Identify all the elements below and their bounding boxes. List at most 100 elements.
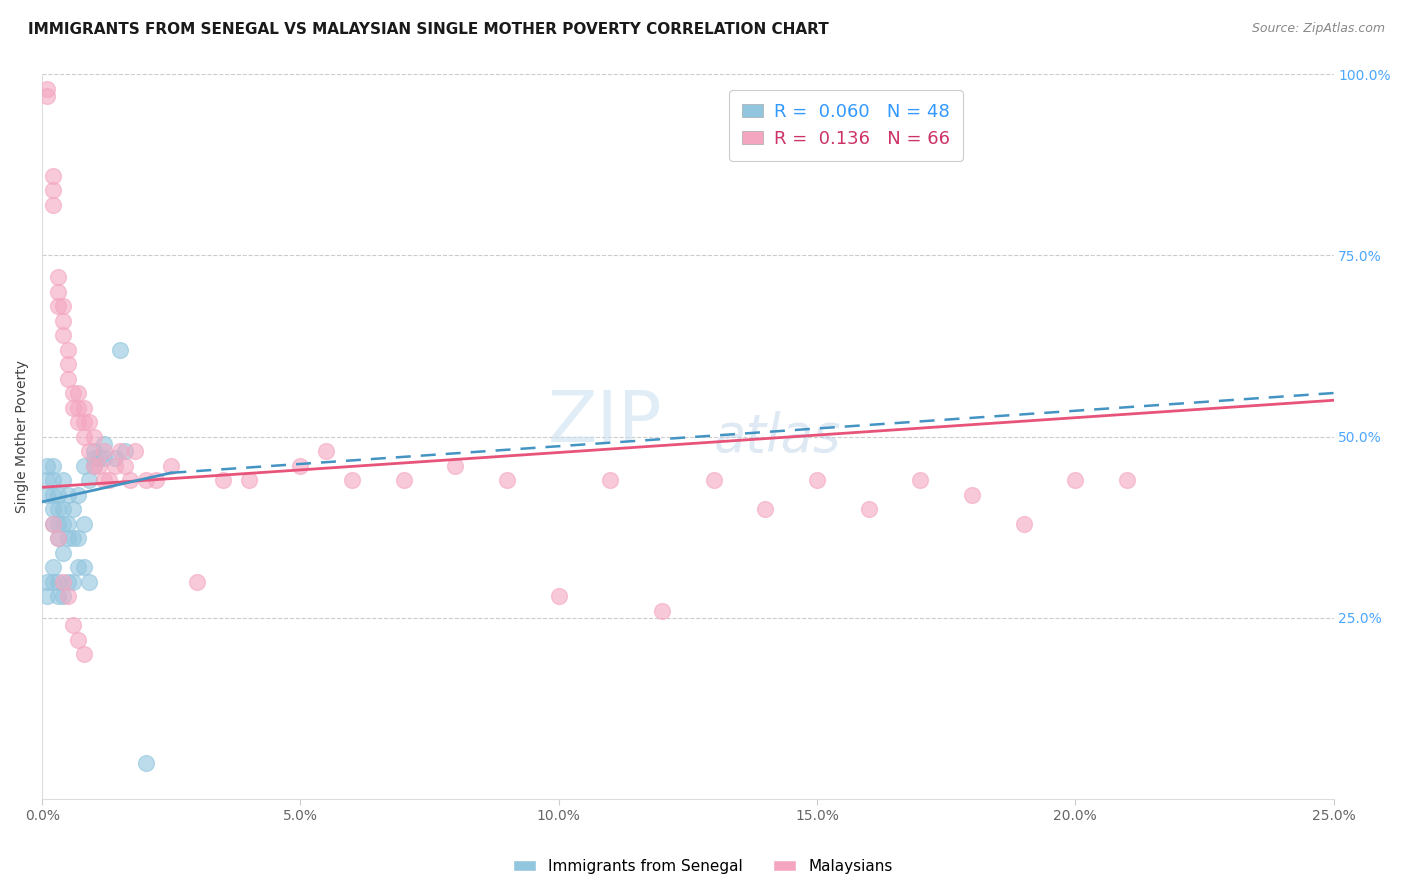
Point bbox=[77, 473, 100, 487]
Point bbox=[145, 473, 167, 487]
Point bbox=[41, 516, 63, 531]
Point bbox=[134, 756, 156, 770]
Point bbox=[62, 401, 84, 415]
Point bbox=[134, 473, 156, 487]
Point bbox=[56, 531, 79, 545]
Point bbox=[37, 88, 59, 103]
Point bbox=[72, 429, 94, 443]
Point bbox=[77, 415, 100, 429]
Point bbox=[41, 458, 63, 473]
Point bbox=[56, 343, 79, 357]
Point bbox=[56, 574, 79, 589]
Point bbox=[52, 545, 75, 559]
Point bbox=[67, 415, 90, 429]
Point bbox=[98, 473, 121, 487]
Point bbox=[212, 473, 235, 487]
Point bbox=[67, 632, 90, 647]
Point bbox=[56, 371, 79, 385]
Point bbox=[93, 473, 115, 487]
Point bbox=[651, 603, 673, 617]
Point bbox=[56, 516, 79, 531]
Point bbox=[87, 458, 110, 473]
Point bbox=[67, 531, 90, 545]
Point bbox=[444, 458, 467, 473]
Legend: R =  0.060   N = 48, R =  0.136   N = 66: R = 0.060 N = 48, R = 0.136 N = 66 bbox=[730, 90, 963, 161]
Point bbox=[290, 458, 312, 473]
Point bbox=[67, 401, 90, 415]
Point bbox=[56, 589, 79, 603]
Point bbox=[77, 574, 100, 589]
Point bbox=[118, 473, 141, 487]
Point bbox=[41, 183, 63, 197]
Point bbox=[37, 81, 59, 95]
Point bbox=[83, 458, 105, 473]
Point bbox=[858, 502, 880, 516]
Point bbox=[1064, 473, 1087, 487]
Point bbox=[46, 531, 69, 545]
Point bbox=[83, 444, 105, 458]
Point bbox=[77, 444, 100, 458]
Point bbox=[72, 415, 94, 429]
Point bbox=[41, 473, 63, 487]
Point bbox=[124, 444, 146, 458]
Point bbox=[72, 647, 94, 661]
Point bbox=[340, 473, 363, 487]
Point bbox=[52, 299, 75, 313]
Point bbox=[72, 516, 94, 531]
Point bbox=[67, 487, 90, 501]
Point bbox=[41, 516, 63, 531]
Point bbox=[52, 574, 75, 589]
Point bbox=[56, 357, 79, 371]
Point bbox=[114, 444, 136, 458]
Point bbox=[599, 473, 621, 487]
Point bbox=[37, 458, 59, 473]
Point bbox=[83, 458, 105, 473]
Point bbox=[1012, 516, 1035, 531]
Point bbox=[238, 473, 260, 487]
Point bbox=[37, 574, 59, 589]
Point bbox=[315, 444, 337, 458]
Point bbox=[52, 516, 75, 531]
Point bbox=[806, 473, 828, 487]
Point bbox=[93, 437, 115, 451]
Point bbox=[62, 531, 84, 545]
Text: IMMIGRANTS FROM SENEGAL VS MALAYSIAN SINGLE MOTHER POVERTY CORRELATION CHART: IMMIGRANTS FROM SENEGAL VS MALAYSIAN SIN… bbox=[28, 22, 830, 37]
Point bbox=[46, 589, 69, 603]
Point bbox=[186, 574, 208, 589]
Point bbox=[37, 589, 59, 603]
Point bbox=[83, 451, 105, 466]
Point bbox=[72, 560, 94, 574]
Point bbox=[62, 574, 84, 589]
Point bbox=[93, 451, 115, 466]
Point bbox=[62, 618, 84, 632]
Point bbox=[754, 502, 776, 516]
Point bbox=[46, 531, 69, 545]
Point bbox=[46, 516, 69, 531]
Point bbox=[52, 502, 75, 516]
Point bbox=[46, 299, 69, 313]
Point bbox=[62, 386, 84, 401]
Point bbox=[41, 560, 63, 574]
Point bbox=[103, 451, 125, 466]
Y-axis label: Single Mother Poverty: Single Mother Poverty bbox=[15, 360, 30, 513]
Point bbox=[46, 574, 69, 589]
Point bbox=[37, 487, 59, 501]
Point bbox=[41, 169, 63, 183]
Point bbox=[87, 451, 110, 466]
Point bbox=[160, 458, 183, 473]
Point bbox=[46, 502, 69, 516]
Text: Source: ZipAtlas.com: Source: ZipAtlas.com bbox=[1251, 22, 1385, 36]
Point bbox=[41, 574, 63, 589]
Text: ZIP: ZIP bbox=[547, 387, 662, 457]
Point bbox=[114, 458, 136, 473]
Point bbox=[46, 285, 69, 299]
Point bbox=[72, 401, 94, 415]
Point bbox=[547, 589, 569, 603]
Point bbox=[108, 444, 131, 458]
Point bbox=[46, 487, 69, 501]
Point bbox=[67, 386, 90, 401]
Point bbox=[52, 328, 75, 343]
Point bbox=[41, 502, 63, 516]
Point bbox=[108, 343, 131, 357]
Point bbox=[103, 458, 125, 473]
